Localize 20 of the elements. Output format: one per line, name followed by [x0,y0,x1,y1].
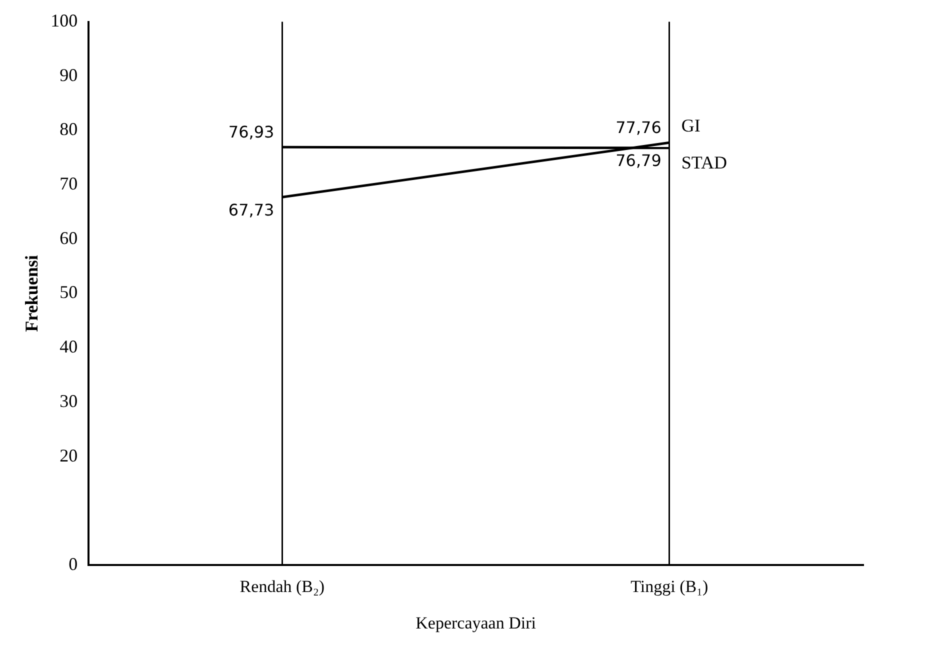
y-tick-label: 30 [60,390,78,411]
y-tick-label: 60 [60,228,78,248]
x-axis-title: Kepercayaan Diri [416,613,536,632]
series-label: STAD [681,152,727,173]
x-tick-label: Tinggi (B₁) [630,576,708,596]
y-tick-label: 80 [60,119,78,140]
data-label: 76,79 [616,151,662,170]
y-tick-label: 20 [60,445,78,466]
y-tick-label: 0 [68,554,78,574]
y-tick-label: 100 [50,10,78,31]
data-label: 77,76 [616,118,662,137]
y-tick-label: 70 [60,174,78,194]
y-axis-title: Frekuensi [21,255,42,332]
y-tick-label: 50 [60,282,78,302]
y-tick-label: 90 [60,64,78,85]
data-label: 76,93 [228,122,274,142]
x-tick-label: Rendah (B₂) [240,576,325,596]
series-label: GI [681,115,700,136]
y-tick-label: 40 [60,336,78,357]
data-label: 67,73 [228,200,274,220]
